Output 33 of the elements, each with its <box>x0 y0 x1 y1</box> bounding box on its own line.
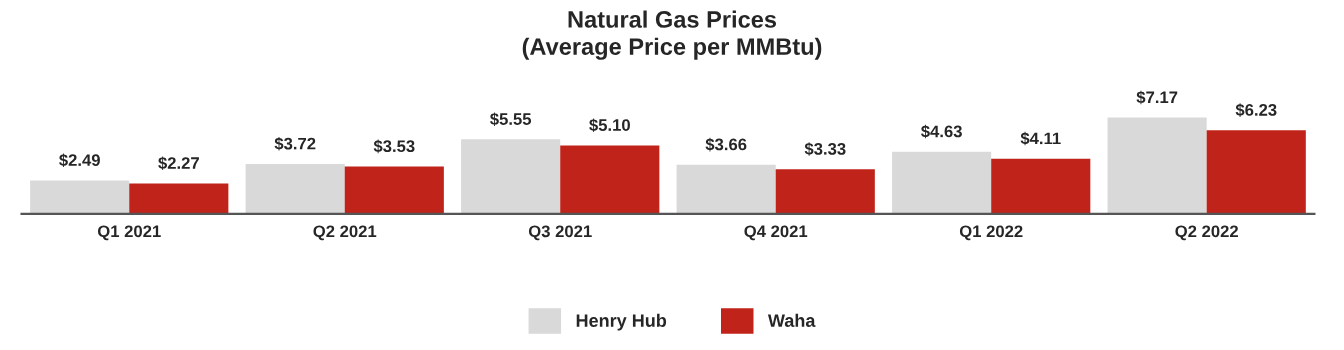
bar <box>1206 130 1306 214</box>
data-label: $5.10 <box>589 118 630 133</box>
legend-label: Waha <box>767 313 816 327</box>
bar <box>344 166 444 214</box>
bar <box>560 145 660 214</box>
data-label: $6.23 <box>1235 103 1277 117</box>
data-label: $5.55 <box>490 112 532 127</box>
data-label: $4.11 <box>1020 131 1061 146</box>
bar <box>245 163 345 214</box>
legend-label: Henry Hub <box>576 313 667 331</box>
bar <box>676 164 776 214</box>
data-label: $4.63 <box>921 124 962 139</box>
bar <box>775 169 875 214</box>
bar <box>461 139 561 214</box>
data-label: $3.33 <box>804 142 846 156</box>
data-label: $3.72 <box>274 136 316 151</box>
data-label: $3.53 <box>373 139 415 154</box>
x-tick-label: Q4 2021 <box>744 225 808 241</box>
bar <box>1107 117 1207 214</box>
data-label: $7.17 <box>1136 90 1178 105</box>
bar <box>892 151 992 214</box>
data-label: $3.66 <box>705 137 747 152</box>
x-tick-label: Q1 2022 <box>959 225 1023 241</box>
x-tick-label: Q3 2021 <box>528 225 592 241</box>
chart-title: Natural Gas Prices (Average Price per MMBtu) <box>522 10 822 60</box>
bar <box>129 183 229 214</box>
bar <box>991 158 1091 214</box>
data-label: $2.27 <box>158 156 199 171</box>
data-label: $2.49 <box>59 153 100 168</box>
bar <box>30 180 130 214</box>
x-tick-label: Q2 2022 <box>1175 225 1238 241</box>
x-tick-label: Q1 2021 <box>97 225 161 241</box>
x-tick-label: Q2 2021 <box>313 225 377 241</box>
